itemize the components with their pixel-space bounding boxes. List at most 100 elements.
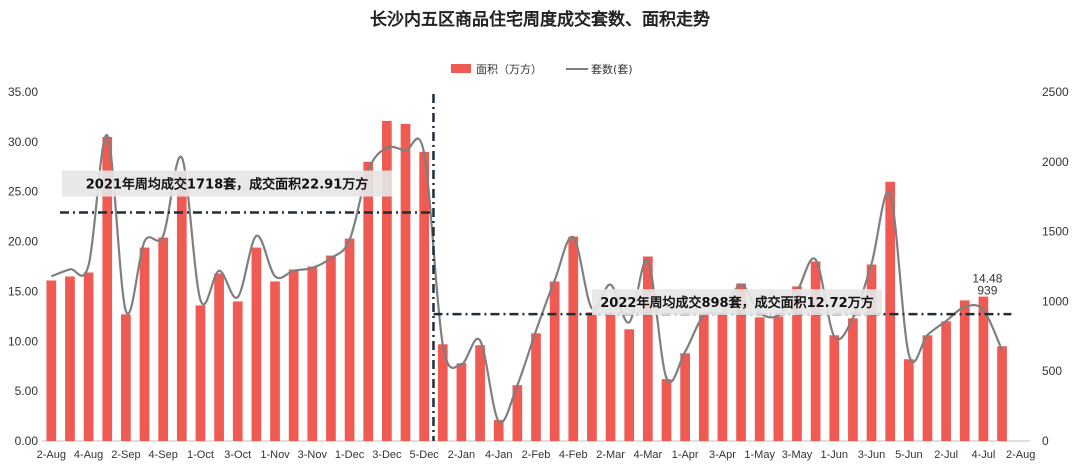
area-bar — [792, 286, 802, 441]
area-bar — [717, 312, 728, 441]
area-bar — [773, 316, 784, 441]
axes: 0.00 5.00 10.00 15.00 20.00 25.00 30.00 35.00 0 5… — [8, 85, 1069, 461]
x-tick-label: 1-Jun — [820, 449, 848, 461]
chart-title: 长沙内五区商品住宅周度成交套数、面积走势 — [370, 9, 710, 30]
annotation-box — [62, 170, 392, 197]
area-bar — [959, 300, 970, 441]
x-tick-label: 3-Oct — [224, 449, 251, 461]
area-bar — [922, 335, 933, 441]
annotation-text: 2021年周均成交1718套，成交面积22.91万方 — [86, 177, 368, 193]
x-tick-label: 3-Apr — [709, 449, 736, 461]
area-bar — [437, 344, 448, 441]
bars — [46, 120, 1007, 442]
area-bar — [512, 385, 523, 441]
y-right-tick-label: 2500 — [1042, 85, 1069, 99]
area-bar — [978, 296, 989, 441]
area-bar — [102, 136, 113, 441]
area-bar — [251, 247, 262, 441]
area-bar — [158, 237, 169, 441]
x-tick-label: 5-Dec — [409, 449, 439, 461]
area-bar — [400, 123, 411, 441]
y-left-tick-label: 25.00 — [8, 185, 38, 199]
area-bar — [549, 281, 560, 441]
area-bar — [475, 345, 485, 441]
area-bar — [568, 236, 579, 441]
area-bar — [214, 273, 224, 441]
y-right-tick-label: 0 — [1042, 434, 1049, 448]
x-tick-label: 1-Dec — [335, 449, 365, 461]
area-bar — [419, 151, 429, 442]
area-bar — [680, 353, 690, 441]
annotation-text: 2022年周均成交898套，成交面积12.72万方 — [600, 295, 873, 311]
x-tick-label: 1-May — [744, 449, 775, 461]
area-bar — [344, 238, 355, 441]
y-right-tick-label: 500 — [1042, 364, 1062, 378]
area-value-label: 14.48 — [972, 272, 1002, 286]
area-bar — [307, 266, 318, 441]
x-tick-label: 3-Dec — [372, 449, 402, 461]
area-bar — [643, 256, 653, 441]
units-value-label: 939 — [977, 284, 997, 298]
area-bar — [46, 280, 57, 441]
x-tick-label: 2-Jul — [934, 449, 958, 461]
x-tick-label: 1-Oct — [187, 449, 214, 461]
area-bar — [997, 346, 1007, 441]
x-tick-label: 2-Sep — [111, 449, 140, 461]
area-bar — [624, 329, 635, 441]
x-tick-label: 1-Apr — [672, 449, 699, 461]
area-bar — [829, 335, 840, 441]
x-tick-label: 1-Nov — [260, 449, 290, 461]
x-tick-label: 3-May — [782, 449, 813, 461]
x-tick-label: 4-Jan — [485, 449, 513, 461]
area-bar — [195, 305, 206, 441]
y-right-tick-label: 1500 — [1042, 225, 1069, 239]
x-tick-label: 3-Nov — [298, 449, 328, 461]
area-bar — [661, 379, 672, 441]
area-bar — [754, 317, 765, 441]
x-tick-label: 4-Aug — [74, 449, 103, 461]
x-tick-label: 2-Aug — [37, 449, 66, 461]
area-bar — [270, 281, 280, 441]
y-left-tick-label: 20.00 — [8, 235, 38, 249]
area-bar — [326, 255, 336, 441]
area-bar — [810, 261, 821, 441]
area-bar — [232, 301, 243, 441]
x-tick-label: 2-Jan — [448, 449, 476, 461]
legend-bar-label: 面积（万方） — [476, 62, 542, 76]
area-bar — [139, 247, 150, 441]
y-left-tick-label: 35.00 — [8, 85, 38, 99]
area-bar — [698, 312, 709, 441]
x-tick-label: 4-Feb — [559, 449, 588, 461]
area-bar — [531, 333, 541, 441]
area-bar — [493, 420, 504, 441]
y-left-tick-label: 10.00 — [8, 334, 38, 348]
area-bar — [363, 161, 374, 442]
area-bar — [866, 264, 877, 441]
area-bar — [83, 272, 94, 441]
y-left-tick-label: 5.00 — [15, 384, 39, 398]
legend-line-label: 套数(套) — [591, 63, 633, 76]
x-tick-label: 4-Jul — [971, 449, 995, 461]
area-bar — [121, 314, 131, 441]
x-tick-label: 4-Sep — [148, 449, 177, 461]
legend-bar-swatch — [451, 64, 471, 73]
x-tick-label: 2-Aug — [1006, 449, 1035, 461]
y-right-tick-label: 2000 — [1042, 155, 1069, 169]
area-bar — [903, 359, 914, 441]
area-bar — [885, 181, 896, 441]
area-bar — [65, 276, 75, 441]
x-tick-label: 4-Mar — [633, 449, 662, 461]
area-bar — [587, 312, 597, 441]
area-bar — [941, 321, 951, 441]
y-right-tick-label: 1000 — [1042, 294, 1069, 308]
units-series-line — [50, 134, 1004, 424]
area-bar — [736, 283, 746, 441]
x-tick-label: 5-Jun — [895, 449, 923, 461]
area-bar — [848, 318, 858, 441]
area-bar — [382, 120, 392, 441]
y-left-tick-label: 15.00 — [8, 284, 38, 298]
area-bar — [456, 363, 467, 441]
